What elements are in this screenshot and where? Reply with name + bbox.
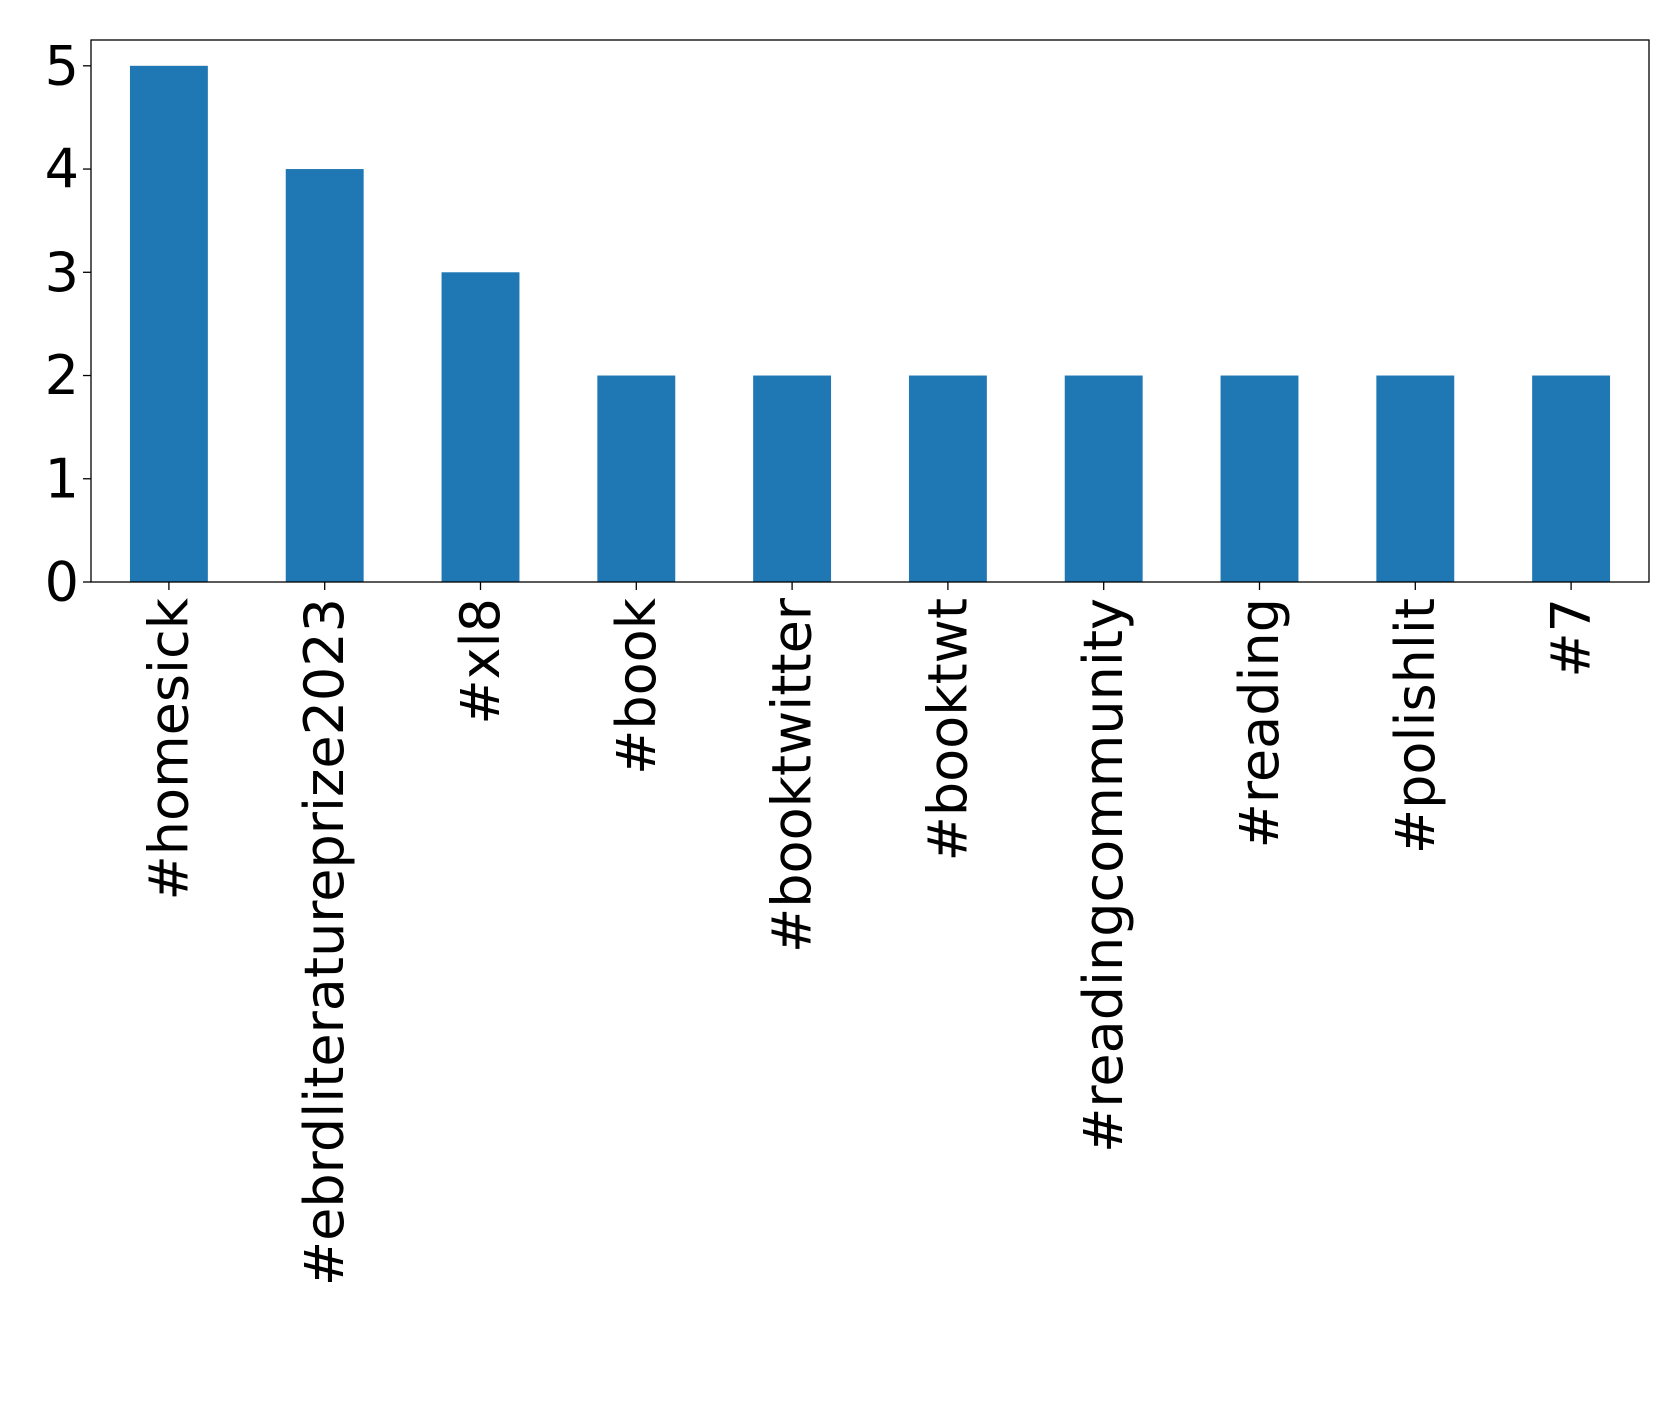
y-tick-label-4: 4 xyxy=(45,138,79,201)
x-tick-label-6: #readingcommunity xyxy=(1072,598,1135,1153)
bar-6 xyxy=(1064,375,1143,582)
bar-7 xyxy=(1220,375,1299,582)
plot-frame xyxy=(90,39,1650,583)
x-tick-label-5: #booktwt xyxy=(916,598,979,861)
bar-1 xyxy=(285,169,364,583)
y-tick-label-1: 1 xyxy=(45,447,79,510)
x-tick-label-7: #reading xyxy=(1228,598,1291,848)
x-tick-label-9: #7 xyxy=(1540,598,1603,678)
y-tick-label-3: 3 xyxy=(45,241,79,304)
x-tick-label-2: #xl8 xyxy=(449,598,512,725)
x-tick-label-8: #polishlit xyxy=(1384,598,1447,854)
bars-group xyxy=(129,65,1611,583)
bar-2 xyxy=(441,272,520,582)
x-tick-label-4: #booktwitter xyxy=(761,597,824,953)
bar-5 xyxy=(908,375,987,582)
bar-0 xyxy=(129,65,208,583)
x-tick-label-0: #homesick xyxy=(137,597,200,900)
x-tick-label-3: #book xyxy=(605,597,668,775)
bar-3 xyxy=(597,375,676,582)
bar-8 xyxy=(1376,375,1455,582)
x-axis: #homesick #ebrdliteratureprize2023 #xl8 #bo… xyxy=(137,582,1603,1286)
bar-9 xyxy=(1532,375,1611,582)
bar-4 xyxy=(753,375,832,582)
y-tick-label-0: 0 xyxy=(45,551,79,614)
x-tick-label-1: #ebrdliteratureprize2023 xyxy=(293,598,356,1286)
y-axis: 0 1 2 3 4 5 xyxy=(45,34,91,614)
y-tick-label-5: 5 xyxy=(45,34,79,97)
y-tick-label-2: 2 xyxy=(45,344,79,407)
